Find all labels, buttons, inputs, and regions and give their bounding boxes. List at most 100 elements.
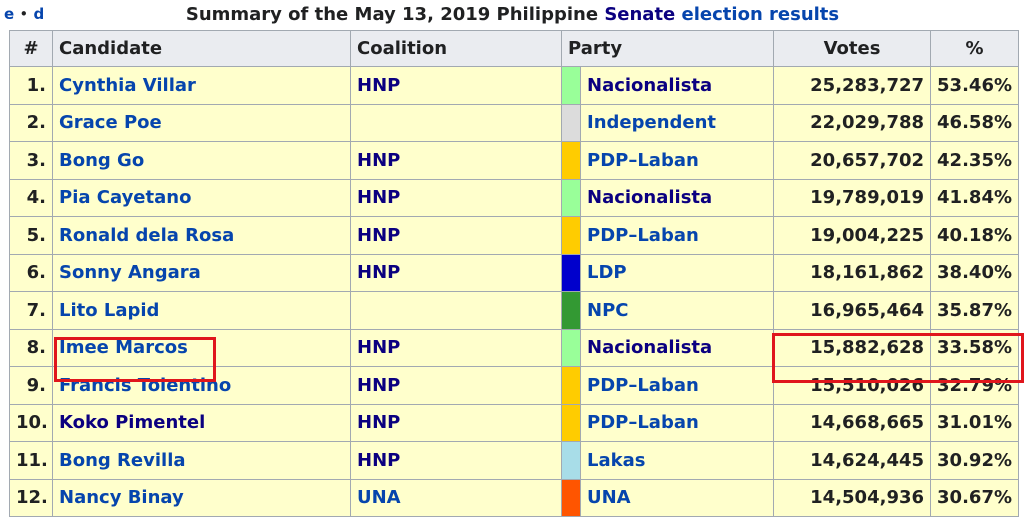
table-row: 6. Sonny Angara HNP LDP 18,161,862 38.40… xyxy=(9,253,1020,292)
party-color-swatch xyxy=(561,216,581,255)
candidate-link[interactable]: Bong Go xyxy=(52,141,351,180)
coalition-link[interactable]: HNP xyxy=(350,66,562,105)
candidate-link[interactable]: Nancy Binay xyxy=(52,478,351,517)
party-link[interactable]: Lakas xyxy=(579,441,775,480)
votes-cell: 14,668,665 xyxy=(773,403,932,442)
candidate-link[interactable]: Bong Revilla xyxy=(52,441,351,480)
header-coalition[interactable]: Coalition xyxy=(350,30,562,67)
discuss-link[interactable]: d xyxy=(33,5,45,23)
table-row: 11. Bong Revilla HNP Lakas 14,624,445 30… xyxy=(9,441,1020,480)
percent-cell: 30.92% xyxy=(930,441,1020,480)
party-color-swatch xyxy=(561,103,581,142)
votes-cell: 19,789,019 xyxy=(773,178,932,217)
party-link[interactable]: Nacionalista xyxy=(579,328,775,367)
party-color-swatch xyxy=(561,403,581,442)
table-row: 7. Lito Lapid NPC 16,965,464 35.87% xyxy=(9,291,1020,330)
candidate-link[interactable]: Pia Cayetano xyxy=(52,178,351,217)
candidate-link[interactable]: Lito Lapid xyxy=(52,291,351,330)
table-row: 4. Pia Cayetano HNP Nacionalista 19,789,… xyxy=(9,178,1020,217)
votes-cell: 19,004,225 xyxy=(773,216,932,255)
percent-cell: 46.58% xyxy=(930,103,1020,142)
party-link[interactable]: Nacionalista xyxy=(579,66,775,105)
coalition-link[interactable]: HNP xyxy=(350,328,562,367)
header-candidate[interactable]: Candidate xyxy=(52,30,351,67)
election-results-link[interactable]: election results xyxy=(681,4,840,25)
rank-cell: 12. xyxy=(9,478,53,517)
coalition-link xyxy=(350,291,562,330)
coalition-link[interactable]: HNP xyxy=(350,178,562,217)
votes-cell: 14,504,936 xyxy=(773,478,932,517)
coalition-link[interactable]: HNP xyxy=(350,141,562,180)
candidate-link[interactable]: Francis Tolentino xyxy=(52,366,351,405)
rank-cell: 6. xyxy=(9,253,53,292)
party-color-swatch xyxy=(561,178,581,217)
party-link[interactable]: PDP–Laban xyxy=(579,403,775,442)
header-rank[interactable]: # xyxy=(9,30,53,67)
coalition-link[interactable]: HNP xyxy=(350,216,562,255)
coalition-link[interactable]: HNP xyxy=(350,441,562,480)
party-color-swatch xyxy=(561,291,581,330)
coalition-link[interactable]: HNP xyxy=(350,253,562,292)
votes-cell: 18,161,862 xyxy=(773,253,932,292)
table-caption: Summary of the May 13, 2019 Philippine S… xyxy=(0,4,1025,25)
percent-cell: 35.87% xyxy=(930,291,1020,330)
percent-cell: 53.46% xyxy=(930,66,1020,105)
votes-cell: 25,283,727 xyxy=(773,66,932,105)
caption-prefix: Summary of the May 13, 2019 Philippine xyxy=(185,4,599,25)
party-link[interactable]: PDP–Laban xyxy=(579,141,775,180)
candidate-link[interactable]: Imee Marcos xyxy=(52,328,351,367)
votes-cell: 22,029,788 xyxy=(773,103,932,142)
coalition-link[interactable]: HNP xyxy=(350,366,562,405)
party-color-swatch xyxy=(561,141,581,180)
header-row: # Candidate Coalition Party Votes % xyxy=(9,30,1020,67)
candidate-link[interactable]: Cynthia Villar xyxy=(52,66,351,105)
coalition-link[interactable]: HNP xyxy=(350,403,562,442)
candidate-link[interactable]: Grace Poe xyxy=(52,103,351,142)
table-row: 2. Grace Poe Independent 22,029,788 46.5… xyxy=(9,103,1020,142)
senate-link[interactable]: Senate xyxy=(604,4,676,25)
percent-cell: 32.79% xyxy=(930,366,1020,405)
table-row: 5. Ronald dela Rosa HNP PDP–Laban 19,004… xyxy=(9,216,1020,255)
party-color-swatch xyxy=(561,328,581,367)
candidate-link[interactable]: Sonny Angara xyxy=(52,253,351,292)
nav-separator: • xyxy=(19,5,29,23)
percent-cell: 42.35% xyxy=(930,141,1020,180)
template-links: e • d xyxy=(4,5,44,23)
candidate-link[interactable]: Ronald dela Rosa xyxy=(52,216,351,255)
candidate-link[interactable]: Koko Pimentel xyxy=(52,403,351,442)
rank-cell: 11. xyxy=(9,441,53,480)
header-party[interactable]: Party xyxy=(560,30,775,67)
header-percent[interactable]: % xyxy=(930,30,1020,67)
party-link[interactable]: Independent xyxy=(579,103,775,142)
percent-cell: 30.67% xyxy=(930,478,1020,517)
rank-cell: 5. xyxy=(9,216,53,255)
party-color-swatch xyxy=(561,441,581,480)
party-link[interactable]: UNA xyxy=(579,478,775,517)
votes-cell: 20,657,702 xyxy=(773,141,932,180)
table-row: 3. Bong Go HNP PDP–Laban 20,657,702 42.3… xyxy=(9,141,1020,180)
rank-cell: 8. xyxy=(9,328,53,367)
edit-link[interactable]: e xyxy=(4,5,15,23)
party-link[interactable]: PDP–Laban xyxy=(579,366,775,405)
table-row: 8. Imee Marcos HNP Nacionalista 15,882,6… xyxy=(9,328,1020,367)
percent-cell: 33.58% xyxy=(930,328,1020,367)
party-color-swatch xyxy=(561,478,581,517)
percent-cell: 38.40% xyxy=(930,253,1020,292)
rank-cell: 1. xyxy=(9,66,53,105)
party-link[interactable]: PDP–Laban xyxy=(579,216,775,255)
coalition-link[interactable]: UNA xyxy=(350,478,562,517)
party-color-swatch xyxy=(561,253,581,292)
votes-cell: 14,624,445 xyxy=(773,441,932,480)
header-votes[interactable]: Votes xyxy=(773,30,932,67)
percent-cell: 41.84% xyxy=(930,178,1020,217)
party-link[interactable]: NPC xyxy=(579,291,775,330)
table-row: 9. Francis Tolentino HNP PDP–Laban 15,51… xyxy=(9,366,1020,405)
votes-cell: 16,965,464 xyxy=(773,291,932,330)
votes-cell: 15,882,628 xyxy=(773,328,932,367)
percent-cell: 31.01% xyxy=(930,403,1020,442)
rank-cell: 9. xyxy=(9,366,53,405)
party-link[interactable]: Nacionalista xyxy=(579,178,775,217)
rank-cell: 2. xyxy=(9,103,53,142)
party-link[interactable]: LDP xyxy=(579,253,775,292)
rank-cell: 4. xyxy=(9,178,53,217)
